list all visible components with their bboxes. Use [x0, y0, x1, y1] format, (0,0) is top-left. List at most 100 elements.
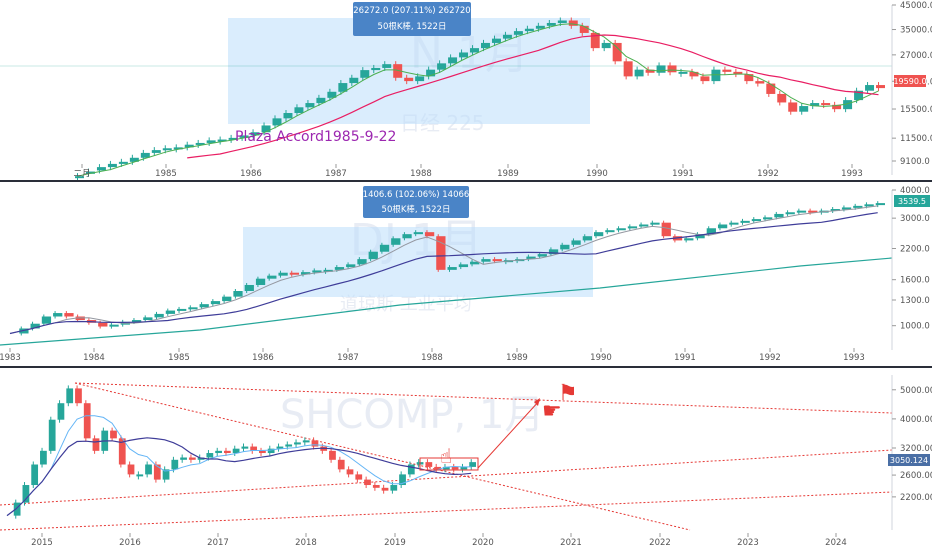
candle	[404, 77, 414, 82]
candle	[733, 71, 743, 75]
candle	[261, 125, 271, 133]
y-tick-label: 2600.000	[900, 471, 932, 481]
candle	[854, 90, 864, 101]
candle	[346, 469, 354, 475]
y-tick-label: 2200.000	[900, 493, 932, 503]
candle	[729, 222, 739, 225]
candle	[650, 222, 660, 225]
x-tick-label: 2018	[295, 538, 317, 548]
candle	[667, 65, 677, 73]
candle	[165, 310, 176, 314]
y-tick-label: 27000.0	[900, 51, 932, 61]
candle	[48, 419, 56, 451]
candle	[162, 148, 172, 151]
x-tick-label: 1987	[337, 353, 359, 363]
candle	[700, 76, 710, 82]
candle	[53, 313, 63, 317]
y-tick-label: 45000.0	[900, 1, 932, 11]
candle	[267, 448, 275, 454]
x-tick-label: 1993	[841, 169, 863, 179]
candle	[447, 267, 457, 270]
candle	[110, 430, 117, 439]
candle	[355, 474, 363, 480]
candle	[316, 97, 326, 104]
candle	[364, 479, 371, 486]
candle	[537, 254, 547, 257]
candle	[448, 57, 458, 64]
candle	[460, 466, 468, 470]
candle	[223, 450, 231, 454]
measure-label-line2: 50根K棒, 1522日	[382, 204, 451, 215]
candle	[524, 28, 534, 32]
candle	[255, 278, 266, 285]
y-tick-label: 2200.0	[900, 245, 930, 255]
measure-label-box	[353, 2, 471, 36]
candle	[590, 32, 600, 49]
y-tick-label: 3000.0	[900, 214, 930, 224]
candle	[502, 34, 512, 39]
candle	[634, 69, 644, 77]
candle	[311, 440, 319, 447]
candle	[656, 65, 666, 73]
candle	[199, 304, 209, 308]
hand-pointer-icon: ☝	[440, 444, 452, 468]
candle	[491, 38, 501, 43]
measure-range-box	[243, 227, 593, 297]
candle	[31, 464, 39, 486]
candle	[413, 232, 423, 235]
y-tick-label: 9100.0	[900, 157, 930, 167]
candle	[346, 264, 356, 268]
measure-label-box	[363, 186, 469, 218]
ma-fast-line	[77, 23, 879, 177]
x-tick-label: 二月	[73, 169, 90, 179]
candle	[250, 132, 260, 136]
candle	[85, 171, 95, 174]
candle	[41, 316, 52, 324]
y-tick-label: 15500.0	[900, 105, 932, 115]
candle	[334, 267, 345, 270]
candle	[222, 296, 232, 302]
candle	[594, 232, 604, 237]
x-tick-label: 1989	[506, 353, 528, 363]
candle	[289, 272, 299, 275]
x-tick-label: 1987	[325, 169, 347, 179]
candle	[338, 83, 348, 92]
candle	[233, 291, 243, 297]
candle	[711, 69, 721, 82]
candle	[145, 464, 152, 475]
x-tick-label: 1992	[759, 353, 781, 363]
candle	[368, 251, 378, 260]
candle	[294, 442, 301, 445]
nikkei-panel[interactable]: N 1月日经 22526272.0 (207.11%) 26272050根K棒,…	[0, 1, 932, 182]
shcomp-panel[interactable]: SHCOMP, 1月 ☝ ☛⚑ 5000.000 4000.000 3200.000 260…	[0, 375, 932, 548]
ma-fast-line	[9, 205, 878, 334]
candle	[244, 284, 254, 292]
candle	[371, 67, 381, 71]
candle	[548, 249, 559, 255]
x-tick-label: 1986	[240, 169, 262, 179]
candle	[399, 474, 406, 486]
candle	[188, 457, 196, 460]
flag-icon: ⚑	[558, 381, 578, 406]
price-tag	[888, 454, 930, 466]
candle	[393, 64, 403, 78]
candle	[30, 323, 40, 329]
candle	[407, 464, 415, 475]
candle	[832, 104, 842, 110]
candle	[436, 236, 446, 270]
candle	[66, 388, 74, 404]
watermark-symbol: SHCOMP, 1月	[280, 392, 544, 438]
candle	[40, 450, 47, 465]
candle	[118, 161, 128, 164]
candle	[684, 238, 694, 241]
x-tick-label: 1989	[497, 169, 519, 179]
candle	[13, 502, 21, 516]
candle	[442, 466, 450, 470]
x-tick-label: 1985	[155, 169, 177, 179]
candle	[755, 81, 765, 84]
candle	[64, 313, 74, 317]
candle	[329, 450, 336, 460]
ma-slow-line	[187, 34, 879, 159]
candle	[568, 20, 578, 26]
